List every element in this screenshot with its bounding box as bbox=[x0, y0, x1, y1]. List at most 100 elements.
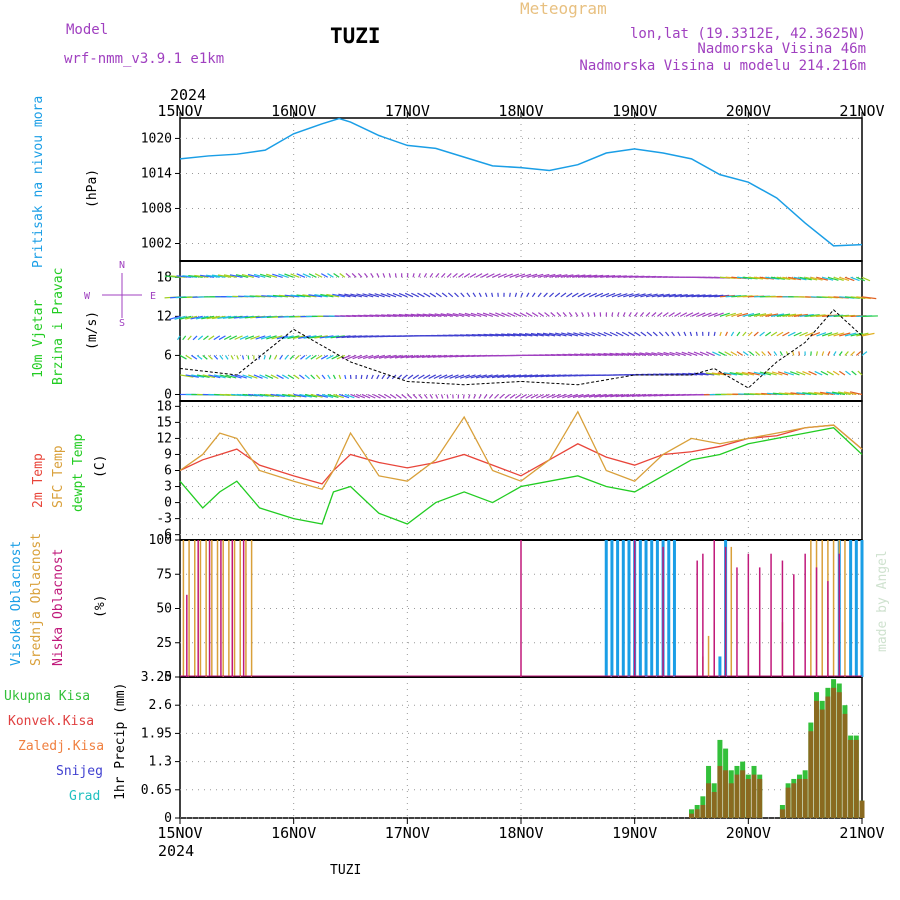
wind-barb bbox=[753, 313, 767, 317]
wind-barb bbox=[681, 351, 692, 356]
wind-barb bbox=[790, 371, 800, 376]
wind-barb bbox=[525, 312, 533, 317]
wind-barb bbox=[543, 292, 548, 298]
wind-barb bbox=[783, 371, 794, 376]
wind-barb bbox=[634, 293, 646, 298]
wind-barb bbox=[452, 312, 465, 317]
wind-barb bbox=[344, 374, 347, 380]
wind-barb bbox=[554, 274, 568, 278]
wind-barb bbox=[771, 371, 783, 376]
wind-barb bbox=[405, 354, 419, 359]
wind-barb bbox=[489, 333, 505, 337]
wind-barb bbox=[418, 273, 421, 278]
wind-barb bbox=[567, 393, 579, 399]
wind-barb bbox=[394, 354, 408, 359]
wind-barb bbox=[742, 312, 755, 317]
wind-barb bbox=[495, 312, 505, 317]
wind-barb bbox=[304, 374, 310, 380]
wind-barb bbox=[713, 331, 716, 337]
wind-barb bbox=[378, 393, 387, 399]
wind-barb bbox=[296, 294, 311, 298]
wind-barb bbox=[355, 393, 366, 399]
wind-barb bbox=[433, 374, 442, 380]
wind-barb bbox=[410, 313, 425, 317]
wind-barb bbox=[418, 394, 423, 399]
wind-barb bbox=[182, 335, 187, 341]
wind-barb bbox=[429, 292, 437, 298]
wind-barb bbox=[761, 351, 766, 356]
wind-barb bbox=[338, 293, 351, 298]
wind-barb bbox=[352, 354, 363, 360]
wind-barb bbox=[748, 313, 761, 317]
wind-barb bbox=[292, 335, 306, 340]
wind-barb bbox=[518, 374, 533, 378]
wind-barb bbox=[483, 394, 488, 399]
y-tick-label: 6 bbox=[164, 348, 172, 363]
wind-barb bbox=[718, 351, 726, 356]
wind-barb bbox=[699, 372, 715, 376]
wind-barb bbox=[406, 273, 409, 278]
wind-barb bbox=[440, 394, 444, 399]
wind-barb bbox=[491, 374, 505, 379]
wind-barb bbox=[468, 394, 471, 399]
wind-barb bbox=[179, 374, 194, 378]
wind-barb bbox=[363, 354, 374, 360]
wind-barb bbox=[560, 292, 567, 298]
wind-barb bbox=[253, 374, 263, 379]
wind-barb bbox=[509, 394, 516, 399]
conv-rain-bar bbox=[700, 804, 706, 818]
wind-barb bbox=[583, 393, 596, 398]
wind-barb bbox=[793, 331, 802, 337]
wind-barb bbox=[423, 273, 428, 278]
wind-barb bbox=[412, 374, 420, 380]
wind-barb bbox=[833, 332, 845, 337]
wind-barb bbox=[788, 276, 802, 281]
wind-barb bbox=[714, 312, 724, 317]
wind-barb bbox=[531, 312, 539, 317]
wind-barb bbox=[855, 351, 862, 356]
wind-barb bbox=[546, 393, 556, 399]
wind-barb bbox=[473, 394, 477, 399]
wind-barb bbox=[827, 351, 831, 356]
wind-barb bbox=[651, 352, 664, 357]
wind-barb bbox=[458, 273, 464, 278]
wind-barb bbox=[683, 331, 687, 337]
wind-barb bbox=[188, 274, 203, 278]
wind-barb bbox=[604, 393, 618, 398]
wind-barb bbox=[303, 335, 317, 339]
wind-barb bbox=[381, 314, 397, 317]
wind-barb bbox=[321, 374, 326, 380]
wind-barb bbox=[290, 273, 300, 278]
wind-barb bbox=[282, 335, 294, 340]
wind-barb bbox=[460, 292, 465, 298]
sfctemp-ylabel: SFC Temp bbox=[51, 445, 66, 508]
wind-direction-legend: W E N S bbox=[84, 260, 156, 329]
wind-barb bbox=[792, 351, 795, 356]
wind-barb bbox=[498, 273, 507, 278]
wind-barb bbox=[416, 313, 431, 317]
conv-rain-bar bbox=[785, 787, 791, 818]
wind-barb bbox=[617, 293, 628, 298]
y-tick-label: 15 bbox=[156, 415, 172, 430]
wind-barb bbox=[402, 374, 408, 380]
wind-barb bbox=[770, 331, 778, 337]
wind-barb bbox=[187, 335, 192, 341]
wind-barb bbox=[861, 296, 877, 300]
wind-barb bbox=[378, 354, 391, 359]
conv-rain-bar bbox=[814, 700, 820, 818]
wind-barb bbox=[543, 273, 556, 278]
wind-barb bbox=[452, 272, 458, 278]
wind-barb bbox=[621, 393, 635, 398]
wind-barb bbox=[417, 374, 425, 380]
wind-barb bbox=[542, 332, 556, 337]
wind-barb bbox=[462, 394, 465, 399]
wind-barb bbox=[253, 273, 266, 278]
wind-barb bbox=[583, 274, 598, 278]
wind-barb bbox=[571, 292, 579, 298]
conv-rain-bar bbox=[819, 709, 825, 818]
wind-barb bbox=[308, 294, 323, 298]
wind-barb bbox=[375, 314, 391, 317]
dewpt-ylabel: dewpt Temp bbox=[71, 434, 86, 512]
wind-barb bbox=[236, 374, 247, 379]
wind-barb bbox=[693, 351, 704, 356]
